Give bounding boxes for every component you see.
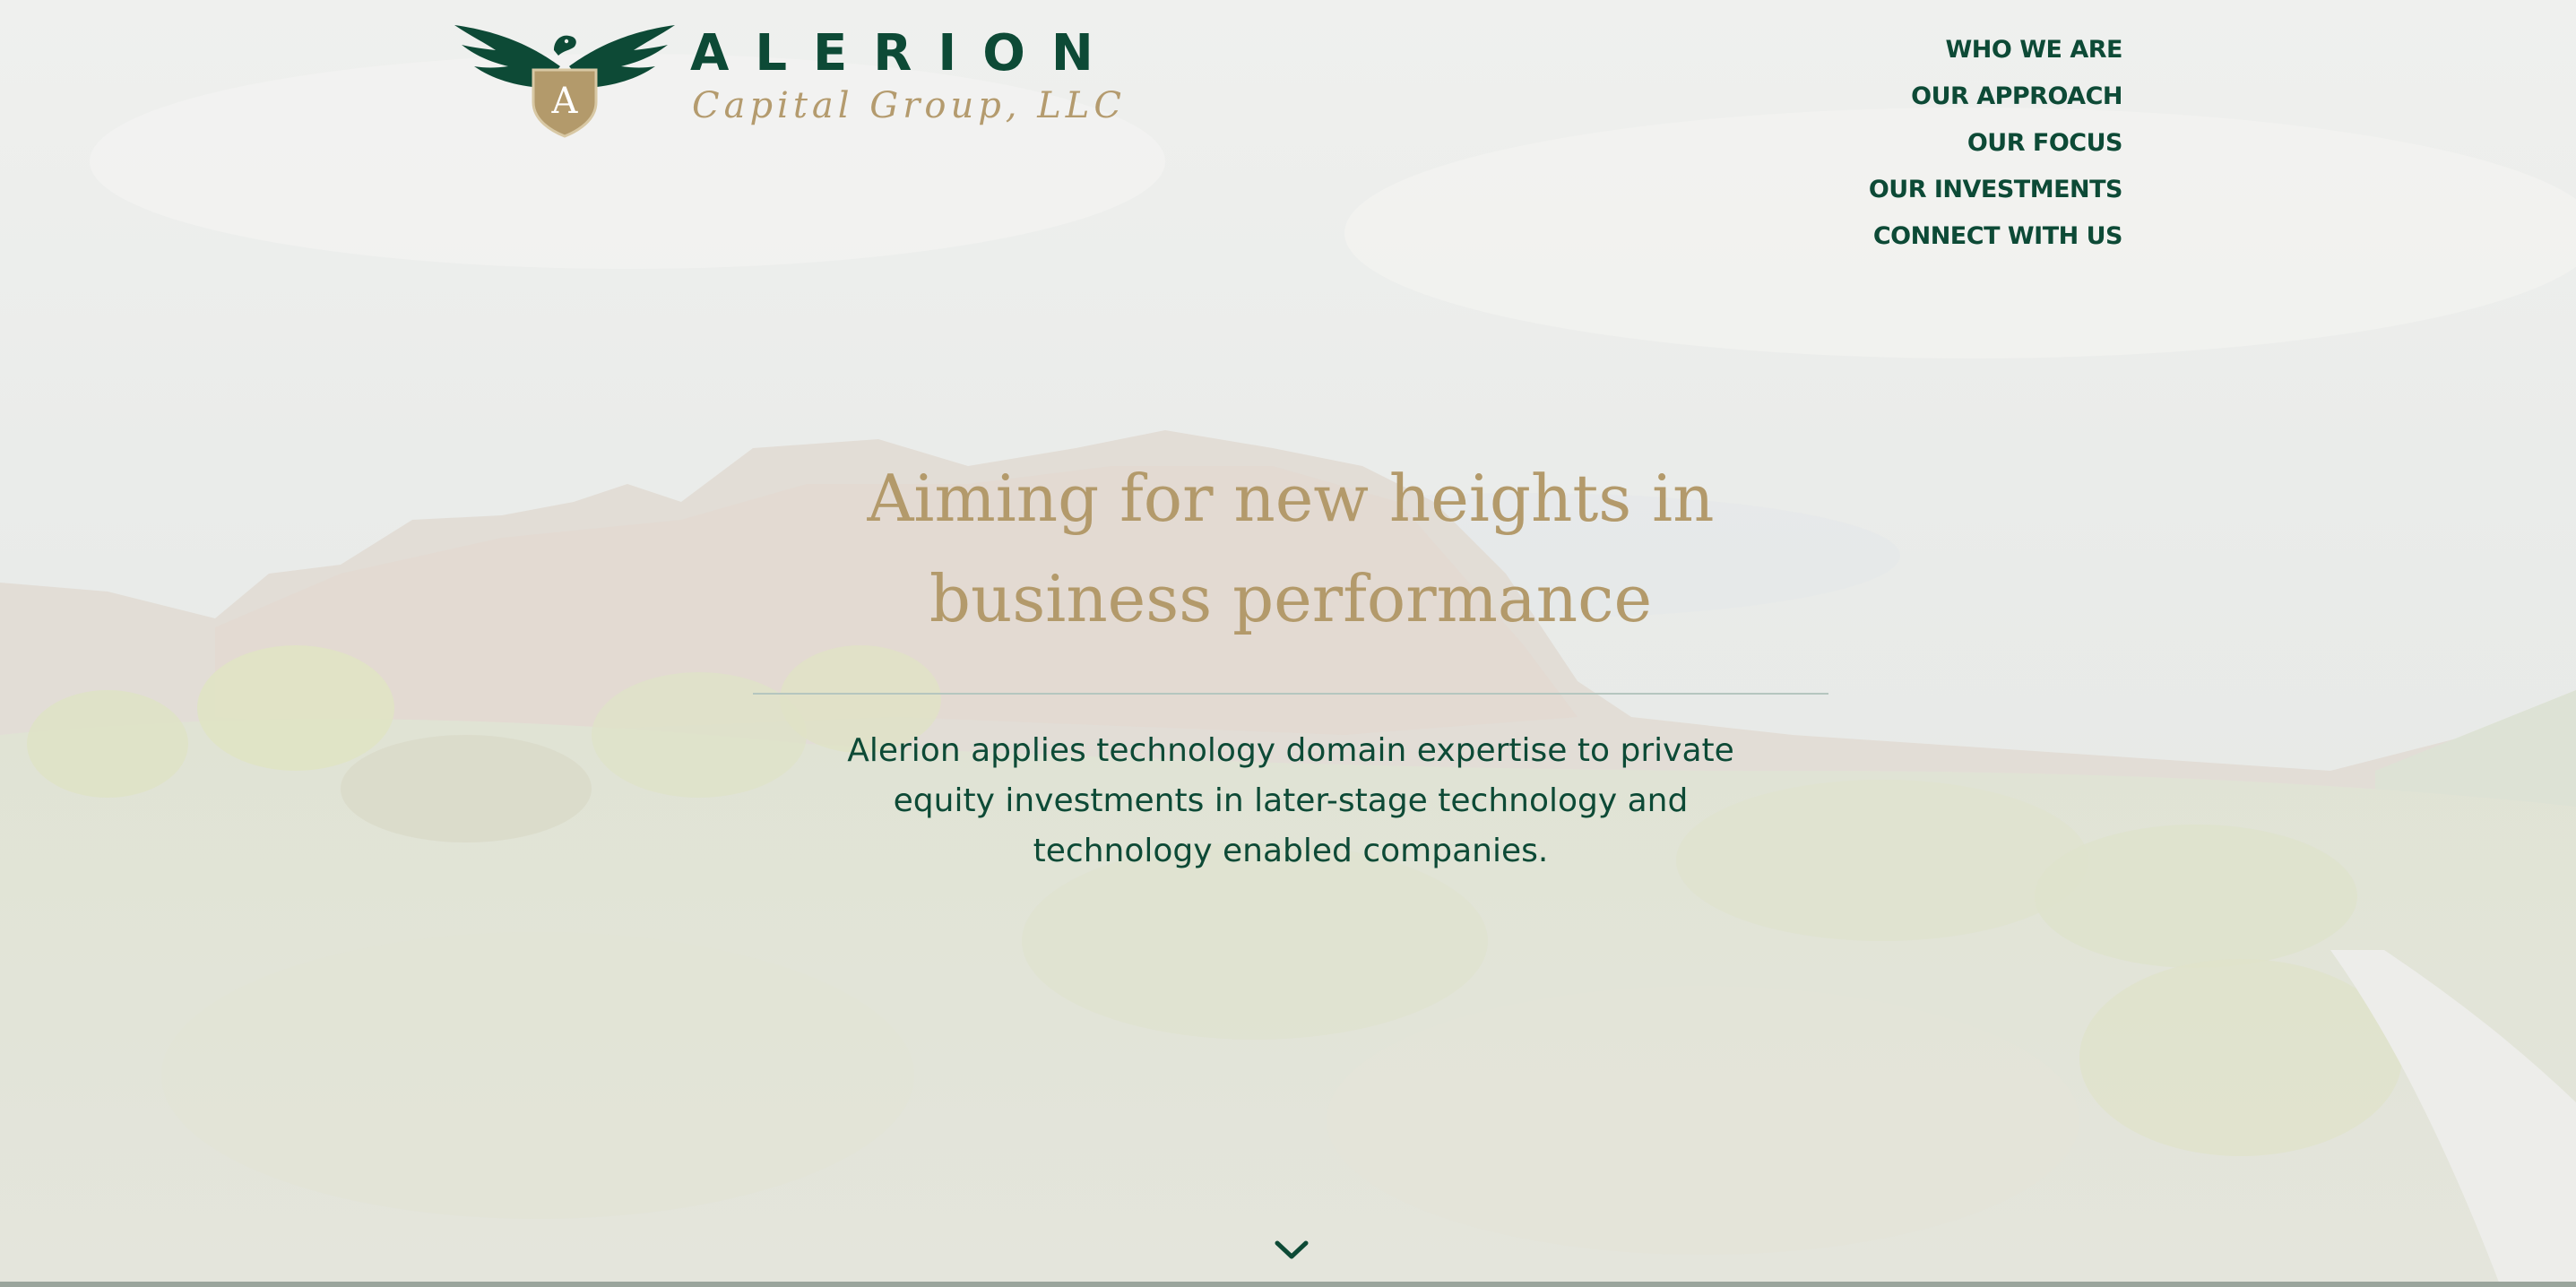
eagle-shield-icon: A xyxy=(454,25,675,138)
hero-headline-line-1: Aiming for new heights in xyxy=(867,461,1715,536)
brand-name: ALERION xyxy=(690,24,1119,82)
hero-tagline-line-2: equity investments in later-stage techno… xyxy=(893,782,1689,819)
brand-subtitle: Capital Group, LLC xyxy=(692,85,1126,126)
main-nav: WHO WE ARE OUR APPROACH OUR FOCUS OUR IN… xyxy=(1868,27,2123,260)
nav-link-connect-with-us[interactable]: CONNECT WITH US xyxy=(1872,222,2123,250)
shield-letter: A xyxy=(551,81,579,122)
nav-link-our-investments[interactable]: OUR INVESTMENTS xyxy=(1868,176,2123,203)
chevron-down-icon[interactable] xyxy=(1275,1239,1309,1262)
nav-link-our-approach[interactable]: OUR APPROACH xyxy=(1911,82,2122,110)
hero-divider xyxy=(753,693,1828,695)
hero-tagline-line-1: Alerion applies technology domain expert… xyxy=(847,732,1734,769)
nav-link-our-focus[interactable]: OUR FOCUS xyxy=(1967,129,2123,157)
hero-tagline: Alerion applies technology domain expert… xyxy=(807,726,1775,877)
brand-logo[interactable]: A ALERION Capital Group, LLC xyxy=(453,23,1121,143)
hero-headline-line-2: business performance xyxy=(929,561,1653,636)
nav-link-who-we-are[interactable]: WHO WE ARE xyxy=(1945,36,2123,64)
hero-tagline-line-3: technology enabled companies. xyxy=(1033,833,1549,869)
hero-headline: Aiming for new heights in business perfo… xyxy=(753,448,1828,649)
